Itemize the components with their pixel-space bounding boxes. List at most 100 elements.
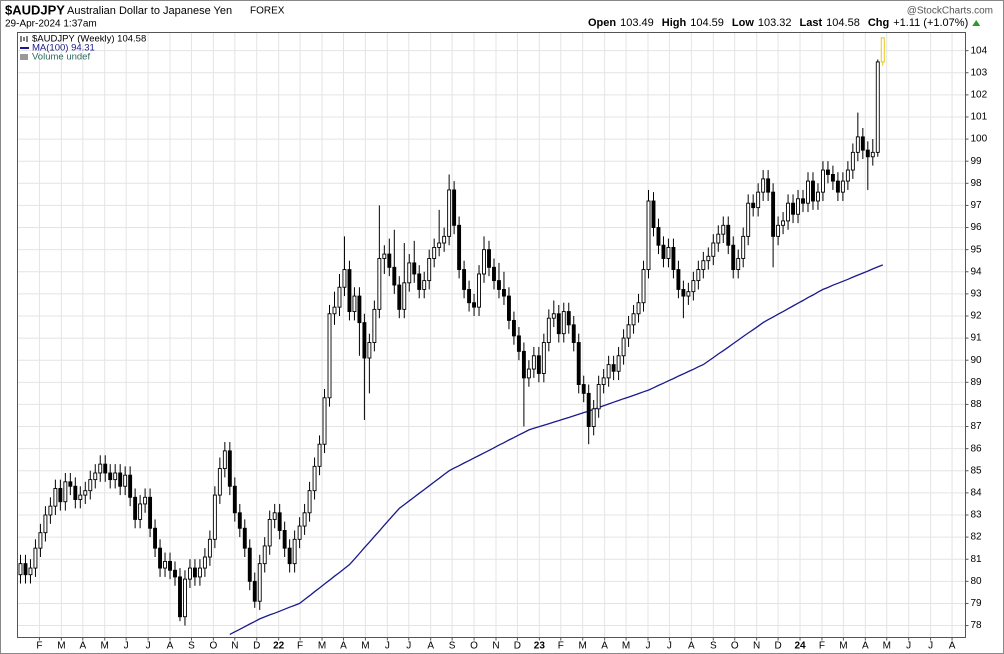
x-tick-label: J — [667, 641, 672, 652]
candle-body — [23, 563, 28, 576]
candle-body — [332, 306, 337, 315]
candle-body — [656, 227, 661, 246]
candle-body — [327, 313, 332, 399]
quote-value: +1.11 (+1.07%) — [893, 17, 968, 29]
candle-body — [397, 284, 402, 310]
exchange: FOREX — [250, 6, 285, 17]
candle-body — [202, 556, 207, 569]
y-tick-label: 81 — [971, 554, 983, 565]
candle-body — [88, 479, 93, 492]
candle-body — [855, 136, 860, 153]
candle-body — [108, 472, 113, 481]
candle-body — [621, 337, 626, 357]
candle-body — [267, 518, 272, 547]
y-tick-label: 86 — [971, 443, 983, 454]
candle-body — [158, 547, 162, 569]
candle-body — [671, 246, 676, 270]
candle-body — [432, 246, 437, 259]
candle-body — [58, 488, 63, 503]
legend-entry: $AUDJPY (Weekly) 104.58 — [32, 34, 146, 45]
candle-body — [596, 384, 601, 410]
candle-body — [641, 269, 646, 304]
candle-body — [691, 280, 696, 293]
candle-body — [766, 178, 771, 193]
candle-body — [850, 151, 855, 171]
candle-body — [716, 233, 721, 244]
x-tick-label: J — [385, 641, 390, 652]
candle-body — [616, 355, 621, 372]
y-tick-label: 97 — [971, 200, 983, 211]
candle-body — [222, 450, 227, 470]
x-tick-label: M — [57, 641, 65, 652]
candle-body — [506, 295, 511, 321]
candle-body — [781, 220, 786, 226]
candle-body — [48, 505, 53, 516]
candle-body — [417, 273, 422, 290]
candle-body — [242, 527, 247, 549]
candle-body — [133, 496, 138, 520]
candle-body — [751, 202, 756, 209]
x-tick-label: D — [514, 641, 521, 652]
x-tick-label: F — [297, 641, 303, 652]
y-tick-label: 82 — [971, 532, 983, 543]
candle-body — [372, 308, 377, 343]
candle-body — [73, 485, 78, 500]
candle-body — [661, 244, 666, 259]
x-tick-label: A — [79, 641, 86, 652]
candle-body — [646, 200, 651, 270]
candle-body — [536, 355, 541, 374]
candle-body — [297, 525, 302, 540]
candle-body — [168, 560, 172, 571]
candle-body — [292, 538, 297, 565]
candle-body — [178, 576, 182, 618]
candle-body — [68, 481, 73, 487]
y-tick-label: 89 — [971, 377, 983, 388]
candle-body — [367, 342, 372, 359]
candle-body — [776, 224, 781, 237]
candle-body — [541, 342, 546, 374]
candle-body — [153, 527, 158, 549]
y-tick-label: 100 — [971, 134, 988, 145]
candle-body — [806, 180, 810, 204]
candle-body — [835, 180, 840, 193]
candle-body — [746, 202, 751, 237]
candle-body — [816, 191, 820, 202]
candle-body — [482, 249, 486, 275]
candle-body — [352, 295, 357, 313]
x-tick-label: J — [406, 641, 411, 652]
y-tick-label: 80 — [971, 576, 983, 587]
x-tick-label: J — [646, 641, 651, 652]
quote-value: 103.32 — [758, 17, 792, 29]
candle-body — [681, 288, 686, 297]
quote-label: Chg — [868, 17, 889, 29]
candle-body — [756, 191, 761, 209]
x-tick-label: N — [753, 641, 760, 652]
candle-body — [626, 324, 631, 339]
candle-body — [601, 377, 606, 385]
candle-body — [98, 463, 103, 474]
candle-body — [830, 174, 835, 182]
candle-body — [357, 295, 362, 324]
candle-body — [731, 244, 736, 270]
candle-body — [875, 61, 880, 153]
candle-body — [726, 224, 731, 246]
quote-label: Last — [800, 17, 823, 29]
candle-body — [387, 253, 392, 268]
candle-body — [556, 313, 561, 335]
x-tick-label: A — [167, 641, 174, 652]
candle-body — [83, 490, 88, 496]
y-tick-label: 98 — [971, 178, 983, 189]
candle-body — [631, 313, 636, 326]
candle-body — [606, 364, 611, 379]
x-tick-label: N — [231, 641, 238, 652]
candle-body — [711, 242, 716, 257]
x-tick-label: J — [146, 641, 151, 652]
y-tick-label: 84 — [971, 488, 983, 499]
candle-body — [497, 280, 501, 290]
candle-body — [686, 291, 691, 297]
candle-body — [317, 443, 322, 467]
candle-body — [651, 200, 656, 228]
candle-body — [845, 169, 850, 182]
candle-body — [636, 302, 641, 315]
